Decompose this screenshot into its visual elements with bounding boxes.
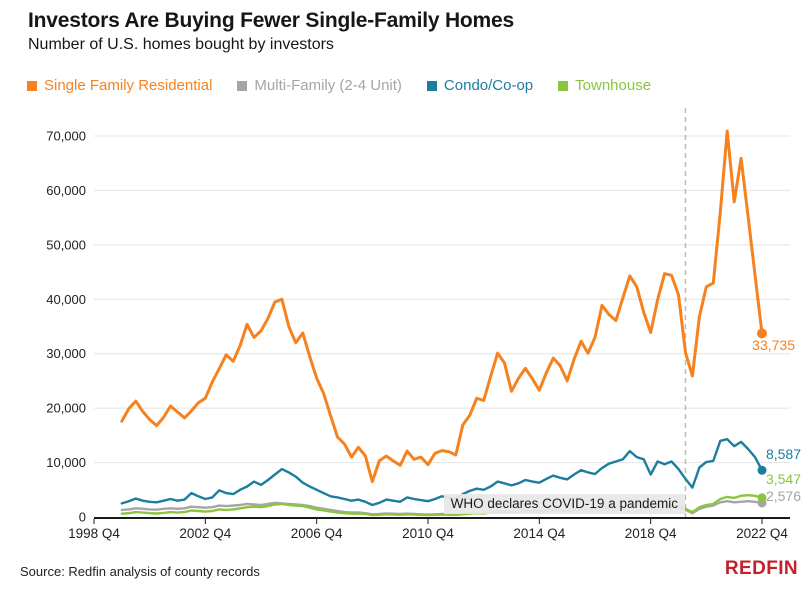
chart-end-dot [757, 328, 767, 339]
y-axis-tick-label: 20,000 [46, 401, 86, 416]
legend-item-multi-family: Multi-Family (2-4 Unit) [237, 77, 402, 94]
source-note: Source: Redfin analysis of county record… [20, 564, 260, 579]
townhouse-end-value: 3,547 [765, 471, 801, 487]
x-axis-tick-label: 2022 Q4 [736, 526, 788, 541]
x-axis-tick-label: 2010 Q4 [402, 526, 454, 541]
legend-label: Single Family Residential [44, 77, 213, 94]
y-axis-tick-label: 40,000 [46, 292, 86, 307]
x-axis-tick-label: 2006 Q4 [291, 526, 343, 541]
single-family-end-value: 33,735 [752, 337, 795, 353]
x-axis-tick-label: 2002 Q4 [179, 526, 231, 541]
page-title: Investors Are Buying Fewer Single-Family… [28, 9, 514, 32]
chart-line-single-family-residential [120, 129, 764, 484]
condo-swatch-icon [426, 80, 437, 91]
y-axis-tick-label: 60,000 [46, 183, 86, 198]
y-axis-tick-label: 0 [79, 510, 86, 525]
condo-end-value: 8,587 [765, 446, 801, 462]
x-axis-tick-label: 1998 Q4 [68, 526, 120, 541]
chart-end-dot [757, 493, 767, 503]
single-family-swatch-icon [27, 80, 37, 91]
legend-item-townhouse: Townhouse [558, 77, 651, 94]
legend-label: Multi-Family (2-4 Unit) [254, 77, 402, 94]
chart-end-dot [757, 465, 767, 475]
multi-family-swatch-icon [237, 80, 248, 91]
redfin-logo: REDFIN [724, 558, 798, 579]
legend-item-single-family: Single Family Residential [27, 77, 212, 94]
y-axis-tick-label: 30,000 [46, 346, 86, 361]
legend-item-condo: Condo/Co-op [426, 77, 534, 94]
townhouse-swatch-icon [558, 80, 569, 91]
y-axis-tick-label: 50,000 [46, 237, 86, 252]
y-axis-tick-label: 10,000 [46, 455, 86, 470]
y-axis-tick-label: 70,000 [46, 129, 86, 144]
chart-legend: Single Family Residential Multi-Family (… [27, 77, 651, 94]
legend-label: Townhouse [575, 77, 652, 94]
multi-family-end-value: 2,576 [765, 488, 801, 504]
page-subtitle: Number of U.S. homes bought by investors [28, 36, 334, 53]
x-axis-tick-label: 2018 Q4 [625, 526, 677, 541]
covid-annotation: WHO declares COVID-19 a pandemic [443, 494, 685, 514]
chart-line-condo-co-op [120, 438, 764, 507]
x-axis-tick-label: 2014 Q4 [513, 526, 565, 541]
legend-label: Condo/Co-op [443, 77, 534, 94]
